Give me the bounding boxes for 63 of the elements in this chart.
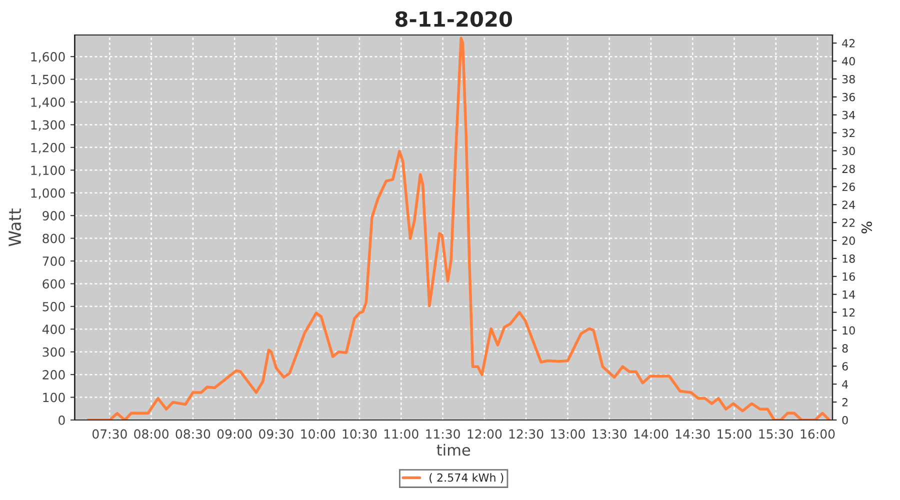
y-tick-label: 700 [42, 256, 65, 266]
y2-tick-label: 36 [842, 92, 855, 102]
x-tick-label: 10:00 [301, 429, 336, 439]
x-tick-label: 12:00 [468, 429, 502, 439]
y2-tick-label: 10 [842, 326, 855, 335]
y-tick-label: 600 [42, 279, 65, 289]
y2-tick-label: 2 [842, 398, 848, 406]
y2-tick-label: 16 [842, 272, 855, 281]
y2-tick-label: 34 [842, 110, 856, 120]
y2-tick-label: 20 [842, 236, 855, 245]
y-tick-label: 300 [42, 347, 65, 357]
y2-tick-label: 6 [842, 362, 848, 371]
x-tick-label: 16:00 [800, 429, 835, 439]
y2-tick-label: 24 [842, 200, 856, 209]
y2-tick-label: 26 [842, 182, 855, 192]
y2-tick-label: 38 [842, 74, 855, 84]
y-tick-label: 400 [42, 324, 65, 334]
y2-tick-label: 42 [842, 39, 855, 48]
x-tick-label: 14:00 [634, 429, 668, 439]
y2-tick-label: 40 [842, 57, 855, 66]
x-tick-label: 12:30 [509, 429, 544, 439]
y-tick-label: 1,200 [31, 142, 65, 154]
x-tick-label: 07:30 [92, 429, 127, 439]
y-tick-label: 1,000 [31, 188, 65, 200]
y-tick-label: 800 [42, 234, 65, 244]
y2-tick-label: 32 [842, 128, 855, 138]
y-tick-label: 1,100 [31, 166, 65, 176]
y2-tick-label: 14 [842, 290, 856, 299]
y-tick-label: 100 [43, 392, 65, 402]
x-tick-label: 10:30 [342, 429, 377, 439]
x-tick-label: 15:30 [759, 429, 794, 439]
x-tick-label: 15:00 [718, 429, 752, 439]
chart-title: 8-11-2020 [395, 11, 512, 27]
x-tick-label: 11:00 [384, 429, 418, 439]
y2-tick-label: 12 [842, 308, 855, 317]
x-tick-label: 13:00 [551, 429, 585, 439]
y2-tick-label: 4 [842, 380, 848, 388]
line-series [86, 36, 831, 420]
y2-tick-label: 0 [842, 416, 848, 424]
x-tick-label: 09:00 [217, 429, 252, 439]
y-tick-label: 500 [42, 302, 65, 312]
y2-axis-title: % [861, 222, 872, 234]
x-tick-label: 11:30 [426, 429, 460, 439]
y-tick-label: 0 [58, 415, 65, 425]
y-tick-label: 1,400 [31, 97, 65, 108]
y2-tick-label: 30 [842, 146, 855, 156]
y-tick-label: 1,500 [31, 74, 65, 86]
y2-tick-label: 28 [842, 164, 855, 174]
y-tick-label: 1,300 [31, 120, 65, 131]
y-tick-label: 1,600 [31, 52, 65, 63]
y-tick-label: 900 [42, 211, 65, 220]
x-tick-label: 08:30 [176, 429, 210, 439]
x-tick-label: 09:30 [259, 429, 294, 439]
x-axis-title: time [436, 444, 470, 456]
legend-label: ( 2.574 kWh ) [430, 473, 504, 484]
y2-tick-label: 8 [842, 344, 848, 353]
x-tick-label: 08:00 [134, 429, 168, 439]
x-tick-label: 13:30 [592, 429, 627, 439]
y-tick-label: 200 [42, 370, 65, 380]
y-axis-title: Watt [8, 208, 22, 246]
y2-tick-label: 22 [842, 218, 855, 227]
y2-tick-label: 18 [842, 254, 855, 263]
x-tick-label: 14:30 [676, 429, 710, 439]
